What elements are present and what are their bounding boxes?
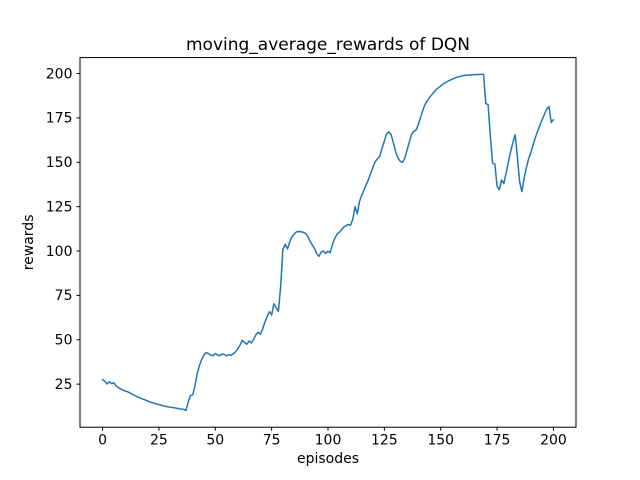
x-axis-tick-marks — [102, 427, 554, 431]
y-tick-label: 100 — [46, 244, 73, 260]
x-tick-label: 0 — [98, 433, 107, 449]
y-tick-label: 50 — [55, 333, 73, 349]
x-tick-label: 125 — [371, 433, 398, 449]
x-tick-label: 50 — [206, 433, 224, 449]
chart-title: moving_average_rewards of DQN — [186, 35, 470, 55]
y-axis-tick-marks — [76, 73, 80, 385]
x-tick-label: 75 — [263, 433, 281, 449]
x-tick-label: 175 — [484, 433, 511, 449]
plot-border — [79, 57, 577, 428]
x-axis-tick-labels: 0 25 50 75 100 125 150 175 200 — [98, 433, 567, 449]
x-tick-label: 100 — [315, 433, 342, 449]
y-tick-label: 175 — [46, 111, 73, 127]
x-tick-label: 200 — [540, 433, 567, 449]
x-axis-label: episodes — [297, 451, 359, 467]
y-tick-label: 200 — [46, 66, 73, 82]
x-tick-label: 150 — [427, 433, 454, 449]
y-axis-tick-labels: 25 50 75 100 125 150 175 200 — [46, 66, 73, 393]
y-tick-label: 25 — [55, 377, 73, 393]
y-axis-label: rewards — [21, 215, 37, 271]
y-tick-label: 75 — [55, 288, 73, 304]
reward-line-series — [101, 73, 555, 412]
y-tick-label: 125 — [46, 199, 73, 215]
x-tick-label: 25 — [150, 433, 168, 449]
y-tick-label: 150 — [46, 155, 73, 171]
